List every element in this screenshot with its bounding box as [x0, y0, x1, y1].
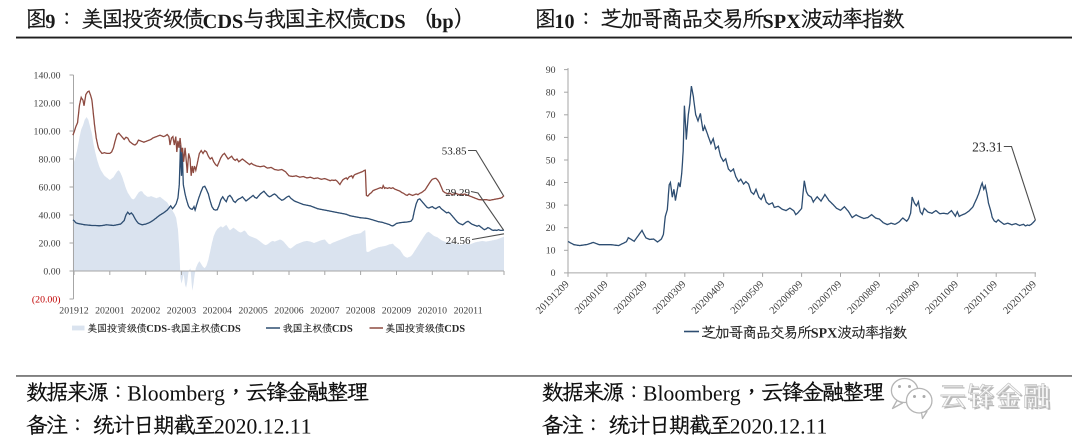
svg-text:(20.00): (20.00) — [32, 294, 61, 305]
svg-text:30: 30 — [546, 200, 556, 211]
svg-text:20: 20 — [546, 223, 556, 234]
svg-text:202002: 202002 — [131, 305, 160, 316]
svg-text:202010: 202010 — [418, 305, 447, 316]
svg-text:202011: 202011 — [454, 305, 483, 316]
svg-text:53.85: 53.85 — [442, 146, 467, 158]
svg-text:60.00: 60.00 — [38, 182, 60, 193]
svg-text:20.00: 20.00 — [38, 238, 60, 249]
svg-text:202009: 202009 — [382, 305, 411, 316]
svg-text:201912: 201912 — [59, 305, 88, 316]
svg-text:80: 80 — [546, 88, 556, 99]
svg-text:40: 40 — [546, 178, 556, 189]
svg-text:70: 70 — [546, 110, 556, 121]
svg-text:202007: 202007 — [310, 305, 339, 316]
svg-text:140.00: 140.00 — [34, 70, 61, 81]
svg-text:60: 60 — [546, 133, 556, 144]
svg-text:202004: 202004 — [203, 305, 232, 316]
svg-text:29.29: 29.29 — [445, 187, 470, 199]
svg-text:50: 50 — [546, 155, 556, 166]
svg-text:90: 90 — [546, 65, 556, 76]
svg-text:202008: 202008 — [346, 305, 375, 316]
svg-text:202003: 202003 — [167, 305, 196, 316]
svg-text:202005: 202005 — [238, 305, 267, 316]
svg-text:23.31: 23.31 — [972, 140, 1002, 155]
svg-text:100.00: 100.00 — [34, 126, 61, 137]
svg-text:10: 10 — [546, 246, 556, 257]
svg-text:40.00: 40.00 — [38, 210, 60, 221]
svg-text:0.00: 0.00 — [43, 266, 60, 277]
svg-text:80.00: 80.00 — [38, 154, 60, 165]
svg-text:202001: 202001 — [95, 305, 124, 316]
svg-text:0: 0 — [551, 268, 556, 279]
svg-text:120.00: 120.00 — [34, 98, 61, 109]
svg-text:202006: 202006 — [274, 305, 303, 316]
svg-text:24.56: 24.56 — [446, 235, 471, 247]
